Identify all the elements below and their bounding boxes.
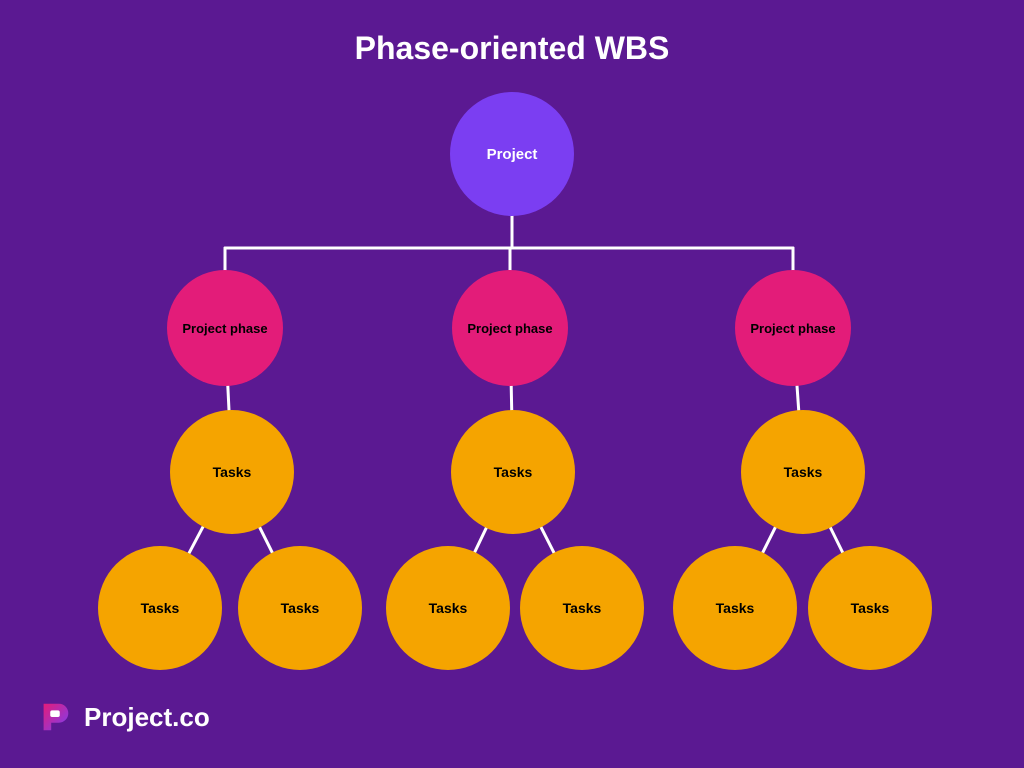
node-t3: Tasks [741, 410, 865, 534]
node-p3: Project phase [735, 270, 851, 386]
brand-logo-icon [36, 698, 74, 736]
node-t1: Tasks [170, 410, 294, 534]
brand-logo-text: Project.co [84, 702, 210, 733]
node-p1: Project phase [167, 270, 283, 386]
node-t1b: Tasks [238, 546, 362, 670]
node-t2a: Tasks [386, 546, 510, 670]
node-t3b: Tasks [808, 546, 932, 670]
node-t2: Tasks [451, 410, 575, 534]
brand-logo: Project.co [36, 698, 210, 736]
node-t1a: Tasks [98, 546, 222, 670]
node-root: Project [450, 92, 574, 216]
node-t3a: Tasks [673, 546, 797, 670]
node-p2: Project phase [452, 270, 568, 386]
node-t2b: Tasks [520, 546, 644, 670]
